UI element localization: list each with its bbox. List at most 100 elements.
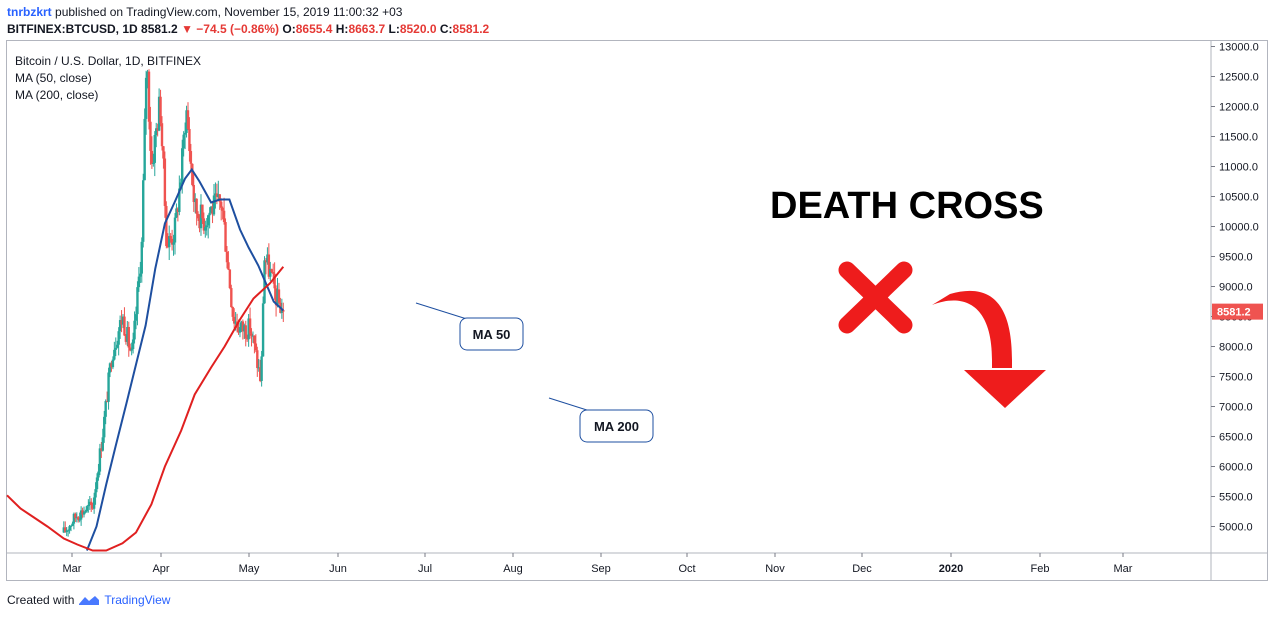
footer: Created with TradingView [7, 593, 170, 607]
candle-up [130, 349, 133, 351]
ma200-line [6, 266, 285, 552]
candle-down [191, 163, 194, 185]
candle-down [222, 210, 226, 223]
candle-up [104, 401, 107, 417]
legend-ma200[interactable]: MA (200, close) [15, 88, 99, 102]
ma200-callout-pointer [548, 397, 591, 412]
candle-up [261, 303, 265, 357]
candle-down [198, 218, 201, 229]
candle-up [103, 416, 106, 438]
x-tick-label: Apr [152, 563, 169, 575]
tradingview-logo-icon [79, 596, 100, 605]
tradingview-link[interactable]: TradingView [104, 593, 171, 607]
y-tick-label: 11000.0 [1219, 162, 1258, 174]
candle-up [168, 236, 171, 248]
candle-up [183, 132, 187, 135]
y-tick-label: 11500.0 [1219, 132, 1258, 144]
candle-down [211, 206, 214, 215]
candle-down [215, 193, 219, 197]
arrow-head [964, 370, 1046, 408]
y-tick-label: 5000.0 [1219, 522, 1253, 534]
candle-up [247, 318, 250, 340]
candle-down [100, 448, 103, 451]
candle-up [82, 512, 86, 515]
candle-up [116, 344, 119, 348]
candle-down [147, 71, 151, 122]
y-tick-label: 10000.0 [1219, 222, 1259, 234]
symbol-label: BITFINEX:BTCUSD, 1D [7, 22, 138, 36]
y-tick-label: 12000.0 [1219, 102, 1259, 114]
candle-up [153, 134, 156, 163]
candle-down [274, 288, 278, 306]
candle-down [188, 128, 191, 152]
ma50-callout-box [459, 317, 524, 351]
candle-up [179, 182, 182, 189]
candle-down [169, 236, 172, 239]
annotation-layer: MA 50 MA 200 DEATH CROSS [415, 185, 1046, 443]
candle-down [162, 146, 165, 159]
x-tick-label: Sep [591, 563, 611, 575]
y-tick-label: 7500.0 [1219, 372, 1253, 384]
candle-up [234, 321, 237, 324]
candle-down [127, 326, 130, 348]
candle-up [266, 254, 269, 263]
candle-up [182, 134, 185, 149]
candle-down [166, 246, 169, 248]
y-tick-label: 6500.0 [1219, 432, 1253, 444]
candle-up [181, 148, 184, 183]
y-tick-label: 9500.0 [1219, 252, 1253, 264]
candle-down [202, 218, 206, 231]
candle-up [217, 194, 220, 197]
candle-up [62, 527, 65, 533]
symbol-line: BITFINEX:BTCUSD, 1D 8581.2 ▼ −74.5 (−0.8… [7, 22, 489, 36]
x-tick-label: 2020 [939, 563, 963, 575]
candle-up [208, 212, 211, 216]
candle-up [133, 320, 136, 340]
candle-down [120, 320, 123, 325]
red-x-icon [838, 261, 913, 334]
author-link[interactable]: tnrbzkrt [7, 5, 52, 19]
candle-down [225, 251, 229, 263]
candle-up [185, 110, 188, 133]
candle-down [254, 343, 258, 351]
candle-down [230, 288, 233, 308]
candle-up [118, 320, 122, 332]
x-tick-label: Nov [765, 563, 785, 575]
candle-up [280, 310, 284, 313]
candle-down [245, 338, 249, 340]
candle-up [71, 523, 74, 526]
candle-up [108, 363, 112, 373]
candle-down [196, 213, 200, 219]
chart-frame[interactable] [6, 40, 1268, 581]
candle-up [175, 208, 178, 218]
candle-down [270, 269, 273, 273]
candle-down [149, 121, 152, 151]
candle-down [123, 316, 126, 336]
candle-up [79, 510, 83, 520]
candle-down [159, 96, 162, 124]
publish-line: tnrbzkrt published on TradingView.com, N… [7, 5, 402, 19]
candle-down [64, 527, 67, 532]
curved-down-arrow-icon [932, 290, 1046, 408]
candle-up [251, 335, 255, 337]
candle-down [189, 151, 193, 164]
y-tick-label: 12500.0 [1219, 72, 1259, 84]
x-tick-label: Feb [1031, 563, 1050, 575]
legend-title: Bitcoin / U.S. Dollar, 1D, BITFINEX [15, 54, 202, 68]
publish-info: published on TradingView.com, November 1… [55, 5, 403, 19]
created-with-label: Created with [7, 593, 75, 607]
candle-up [72, 513, 76, 524]
candle-down [218, 194, 221, 202]
candle-down [165, 205, 168, 247]
candle-up [131, 339, 135, 350]
legend-ma50[interactable]: MA (50, close) [15, 71, 92, 85]
candle-up [111, 359, 115, 368]
candle-down [81, 510, 84, 515]
candle-up [134, 314, 138, 321]
candle-up [212, 195, 216, 215]
candle-up [178, 188, 181, 212]
candle-up [194, 198, 197, 203]
candle-down [244, 325, 247, 339]
candle-up [117, 331, 120, 345]
